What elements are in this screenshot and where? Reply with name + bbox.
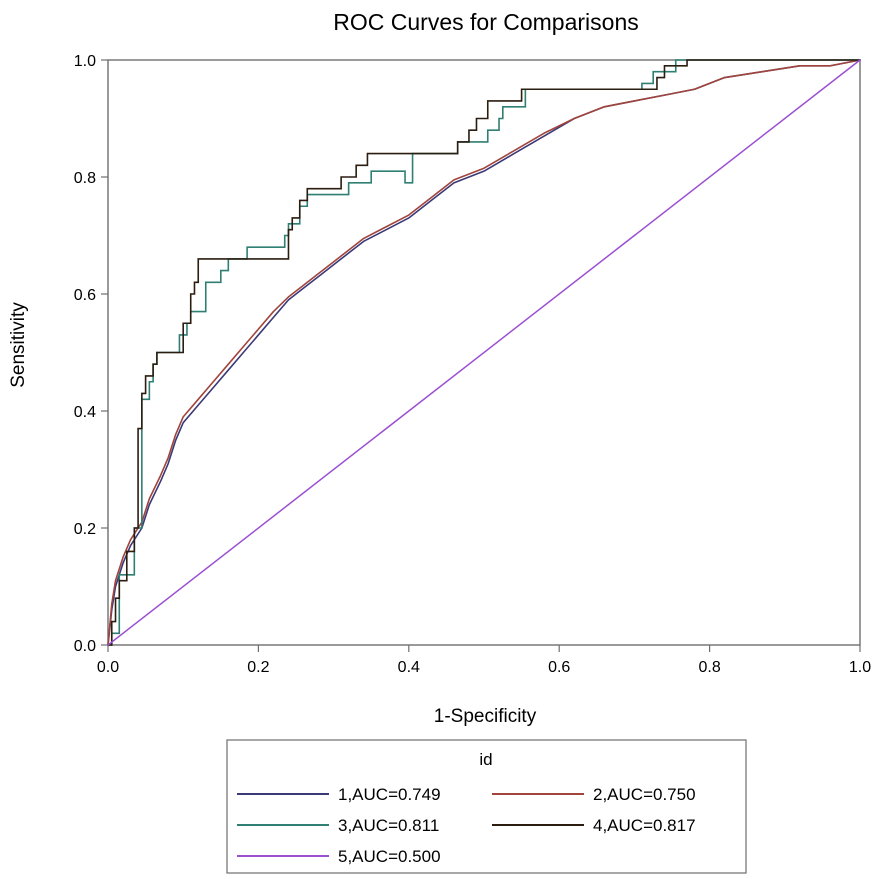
y-tick-label: 1.0: [74, 53, 96, 70]
legend-label-series-2: 2,AUC=0.750: [593, 785, 696, 804]
roc-curve-series-5: [107, 59, 861, 646]
roc-curve-series-2: [107, 59, 861, 646]
legend-box: [226, 739, 747, 874]
legend-items: 1,AUC=0.749 2,AUC=0.750 3,AUC=0.811 4,AUC=0…: [237, 785, 696, 866]
y-axis-ticks: 0.0 0.2 0.4 0.6 0.8 1.0: [74, 53, 108, 655]
y-tick-label: 0.8: [74, 170, 96, 187]
y-tick-label: 0.2: [74, 521, 96, 538]
x-axis-label: 1-Specificity: [434, 706, 537, 727]
legend-label-series-4: 4,AUC=0.817: [593, 816, 696, 835]
legend-label-series-5: 5,AUC=0.500: [338, 847, 441, 866]
x-tick-label: 0.8: [698, 659, 720, 676]
x-axis-ticks: 0.0 0.2 0.4 0.6 0.8 1.0: [97, 645, 871, 676]
x-tick-label: 1.0: [849, 659, 871, 676]
legend-title: id: [479, 750, 492, 769]
y-tick-label: 0.0: [74, 638, 96, 655]
plot-area-frame: [107, 59, 861, 646]
chart-title: ROC Curves for Comparisons: [333, 9, 638, 35]
legend-label-series-1: 1,AUC=0.749: [338, 785, 441, 804]
y-axis-label: Sensitivity: [8, 302, 29, 388]
x-tick-label: 0.4: [398, 659, 420, 676]
y-tick-label: 0.6: [74, 287, 96, 304]
roc-curves: [107, 59, 861, 646]
x-tick-label: 0.6: [548, 659, 570, 676]
roc-curve-series-4: [107, 59, 861, 646]
legend-label-series-3: 3,AUC=0.811: [338, 816, 439, 835]
y-tick-label: 0.4: [74, 404, 96, 421]
x-tick-label: 0.2: [247, 659, 269, 676]
x-tick-label: 0.0: [97, 659, 119, 676]
